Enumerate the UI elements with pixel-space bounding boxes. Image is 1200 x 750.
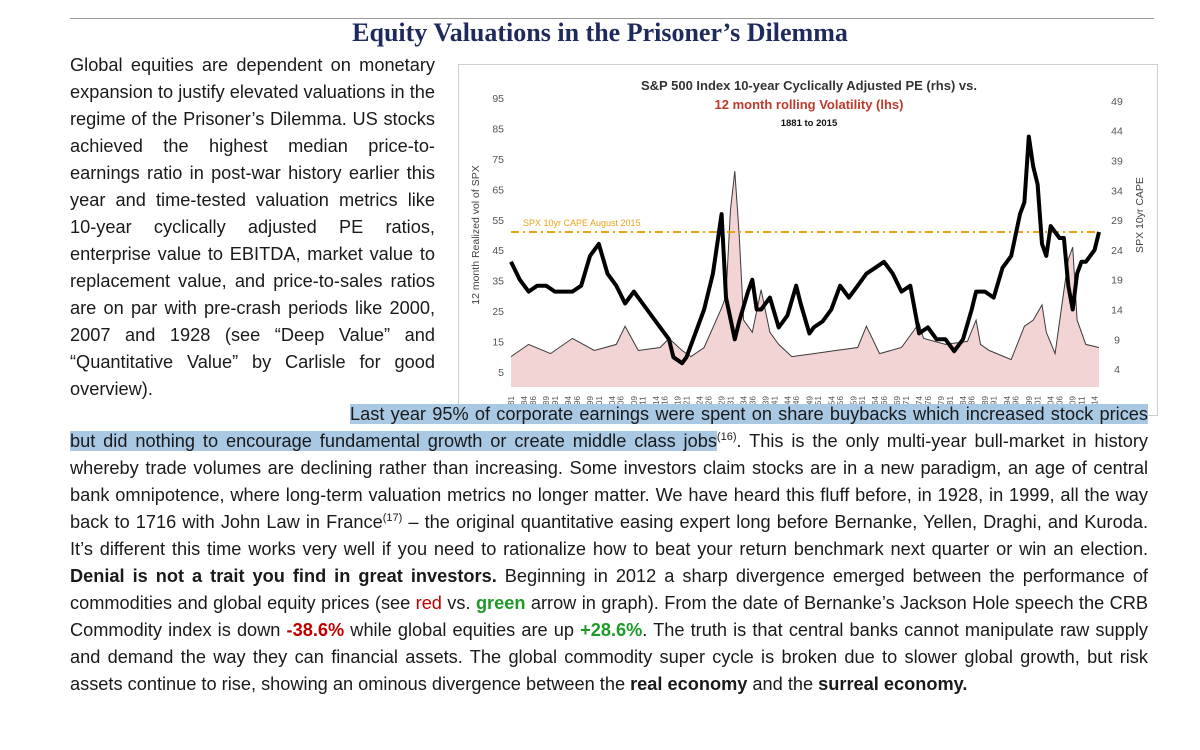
cape-line xyxy=(509,134,1101,366)
chart-title-2: 12 month rolling Volatility (lhs) xyxy=(715,97,904,112)
right-axis-label: SPX 10yr CAPE xyxy=(1134,177,1146,253)
left-tick-label: 85 xyxy=(492,124,504,136)
body-text-1: . This is the only multi-year bull-marke… xyxy=(70,431,1148,532)
intro-text: Global equities are dependent on monetar… xyxy=(70,55,435,399)
right-tick-label: 19 xyxy=(1111,275,1123,287)
right-tick-label: 39 xyxy=(1111,155,1123,167)
cape-volatility-chart: SPX 10yr CAPE August 2015 5 15 25 35 45 55 65 75… xyxy=(458,64,1158,416)
right-tick-label: 24 xyxy=(1111,245,1123,257)
body-text-4: vs. xyxy=(441,593,476,613)
right-tick-label: 29 xyxy=(1111,215,1123,227)
left-tick-label: 25 xyxy=(492,306,504,318)
left-tick-label: 15 xyxy=(492,336,504,348)
volatility-area xyxy=(511,171,1099,387)
right-tick-label: 9 xyxy=(1114,334,1120,346)
main-paragraph: Last year 95% of corporate earnings were… xyxy=(70,401,1148,698)
left-tick-label: 5 xyxy=(498,367,504,379)
body-text-3: Beginning in 2012 a sharp divergence eme… xyxy=(70,566,1148,613)
red-word: red xyxy=(415,593,442,613)
right-tick-label: 14 xyxy=(1111,305,1123,317)
surreal-economy-bold: surreal economy. xyxy=(818,674,968,694)
chart-title: S&P 500 Index 10-year Cyclically Adjuste… xyxy=(641,78,977,93)
footnote-ref-17: (17) xyxy=(382,511,403,524)
volatility-line xyxy=(510,171,1100,361)
real-economy-bold: real economy xyxy=(630,674,748,694)
left-tick-label: 75 xyxy=(492,154,504,166)
chart-subtitle: 1881 to 2015 xyxy=(781,118,838,129)
top-rule xyxy=(70,18,1154,19)
chart-canvas: SPX 10yr CAPE August 2015 5 15 25 35 45 55 65 75… xyxy=(461,78,1146,414)
left-tick-label: 55 xyxy=(492,215,504,227)
green-word: green xyxy=(475,593,526,613)
right-tick-label: 4 xyxy=(1114,364,1120,376)
left-tick-label: 65 xyxy=(492,184,504,196)
body-text-6: while global equities are up xyxy=(344,620,581,640)
left-tick-label: 35 xyxy=(492,276,504,288)
intro-paragraph: Global equities are dependent on monetar… xyxy=(70,52,435,403)
left-axis-label: 12 month Realized vol of SPX xyxy=(470,165,482,305)
left-tick-label: 45 xyxy=(492,245,504,257)
body-text-7: . The truth is that central banks cannot… xyxy=(70,620,1148,694)
cape-aug-2015-label: SPX 10yr CAPE August 2015 xyxy=(523,218,641,228)
commodity-change: -38.6% xyxy=(286,620,345,640)
denial-bold: Denial is not a trait you find in great … xyxy=(70,566,497,586)
right-tick-label: 49 xyxy=(1111,96,1123,108)
right-tick-label: 34 xyxy=(1111,185,1123,197)
left-tick-label: 95 xyxy=(492,93,504,105)
page-title: Equity Valuations in the Prisoner’s Dile… xyxy=(352,18,848,47)
body-text-5: arrow in graph). From the date of Bernan… xyxy=(70,593,1148,640)
body-text-8: and the xyxy=(747,674,819,694)
body-text-2: – the original quantitative easing exper… xyxy=(70,512,1149,559)
footnote-ref-16: (16) xyxy=(716,430,737,443)
right-tick-label: 44 xyxy=(1111,126,1123,138)
equity-change: +28.6% xyxy=(580,620,643,640)
